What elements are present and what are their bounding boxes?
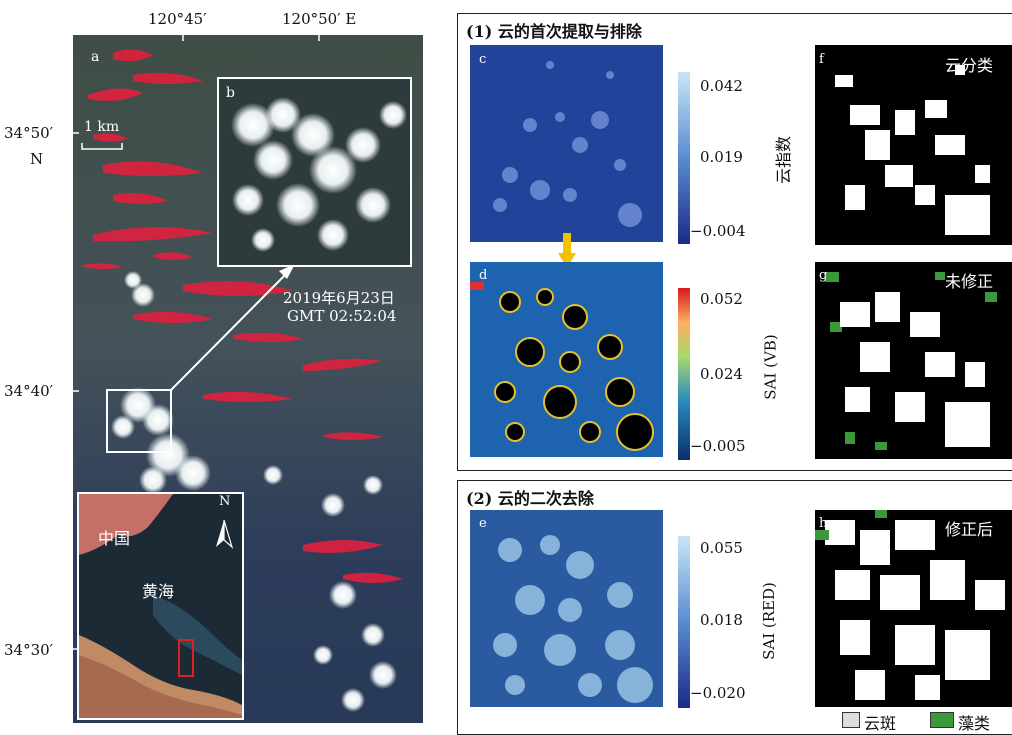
section-2-title: (2) 云的二次去除 [466,489,594,508]
panel-h-title: 修正后 [945,520,994,539]
cbar-c-tick-top: 0.042 [700,77,743,95]
lat-label-3: 34°30′ [4,641,54,659]
down-arrow-icon [558,233,576,268]
panel-b-label: b [226,85,235,101]
legend-algae-swatch [930,712,954,728]
lat-unit: N [30,150,44,168]
legend-cloud-label: 云斑 [864,714,897,733]
lat-label-1: 34°50′ [4,124,54,142]
panel-f-title: 云分类 [945,56,994,75]
north-arrow-label: N [219,494,231,509]
panel-f-cloud-class [815,45,1012,245]
acquisition-time: GMT 02:52:04 [287,307,397,325]
panel-g-label: g [819,268,828,283]
cbar-c-tick-bottom: −0.004 [690,222,746,240]
cbar-e-tick-top: 0.055 [700,539,743,557]
panel-a-label: a [91,49,100,65]
colorbar-e [678,536,690,708]
legend-algae-label: 藻类 [958,714,991,733]
cbar-d-tick-top: 0.052 [700,290,743,308]
panel-h-label: h [819,516,828,531]
panel-d-sai-vb [470,262,663,457]
lon-label-1: 120°45′ [148,10,207,28]
inset-sea-label: 黄海 [142,582,175,601]
cbar-e-label: SAI (RED) [759,582,778,660]
panel-e-sai-red [470,510,663,707]
panel-c-cloud-index [470,45,663,242]
section-1-box [457,13,1012,471]
panel-g-title: 未修正 [945,272,994,291]
panel-h-corrected [815,510,1012,707]
inset-china-label: 中国 [98,529,131,548]
panel-c-label: c [479,52,487,67]
panel-g-uncorrected [815,262,1012,459]
section-1-title: (1) 云的首次提取与排除 [466,22,642,41]
acquisition-date: 2019年6月23日 [283,289,395,307]
lat-label-2: 34°40′ [4,382,54,400]
cbar-c-tick-mid: 0.019 [700,148,743,166]
legend-cloud-swatch [842,712,860,728]
lon-label-2: 120°50′ E [282,10,357,28]
cbar-c-label: 云指数 [774,135,794,185]
cbar-d-tick-mid: 0.024 [700,365,743,383]
cbar-d-tick-bottom: −0.005 [690,437,746,455]
panel-f-label: f [819,52,824,67]
cbar-d-label: SAI (VB) [761,334,780,400]
scale-bar-label: 1 km [84,119,120,135]
satellite-map [73,35,423,723]
panel-e-label: e [479,516,487,531]
colorbar-c [678,72,690,244]
colorbar-d [678,288,690,460]
cbar-e-tick-bottom: −0.020 [690,684,746,702]
cbar-e-tick-mid: 0.018 [700,611,743,629]
panel-d-label: d [479,268,488,283]
